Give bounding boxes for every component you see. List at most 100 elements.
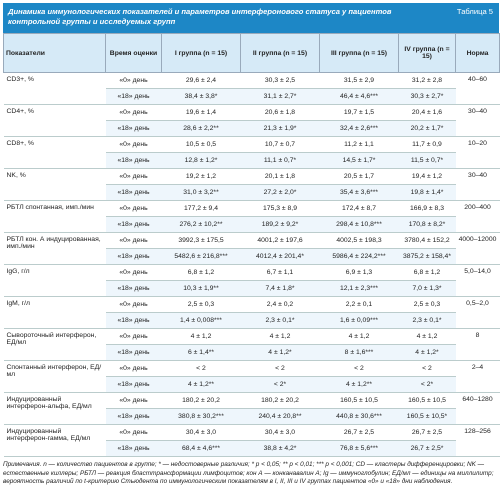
time-cell: «0» день [105,360,162,377]
value-cell: 19,2 ± 1,2 [161,168,241,185]
value-cell: 10,5 ± 0,5 [161,136,241,153]
value-cell: 4 ± 1,2 [161,328,241,345]
caption-title: Динамика иммунологических показателей и … [8,7,392,26]
value-cell: 30,3 ± 2,7* [398,88,456,105]
table-row: РБТЛ кон. А индуцированная, имп./мин «0» … [3,232,500,265]
value-cell: 28,6 ± 2,2** [161,120,241,137]
value-cell: 298,4 ± 10,8*** [319,216,399,233]
table-row: CD4+, % «0» день 19,6 ± 1,4 20,6 ± 1,8 19,7 … [3,104,500,137]
value-cell: < 2 [398,360,456,377]
table-row: Спонтанный интерферон, ЕД/мл «0» день < 2 <… [3,360,500,393]
value-cell: 35,4 ± 3,6*** [319,184,399,201]
indicator-cell: РБТЛ спонтанная, имп./мин [3,200,106,233]
norm-cell: 0,5–2,0 [455,296,500,329]
time-cell: «18» день [105,376,162,393]
table-row: «18» день 38,4 ± 3,8* 31,1 ± 2,7* 46,4 ± 4,… [4,88,500,105]
value-cell: 276,2 ± 10,2** [161,216,241,233]
norm-cell: 5,0–14,0 [455,264,500,297]
indicator-cell: CD4+, % [3,104,106,137]
value-cell: 5986,4 ± 224,2*** [319,248,399,265]
value-cell: 3780,4 ± 152,2 [398,232,456,249]
table-row: IgG, г/л «0» день 6,8 ± 1,2 6,7 ± 1,1 6,9 ± … [3,264,500,297]
time-cell: «18» день [105,312,162,329]
value-cell: 180,2 ± 20,2 [240,392,320,409]
time-cell: «18» день [105,280,162,297]
value-cell: 14,5 ± 1,7* [319,152,399,169]
norm-cell: 128–256 [455,424,500,457]
value-cell: 1,4 ± 0,008*** [161,312,241,329]
value-cell: 30,4 ± 3,0 [240,424,320,441]
page: Динамика иммунологических показателей и … [0,3,502,498]
time-cell: «18» день [105,152,162,169]
value-cell: 1,6 ± 0,09*** [319,312,399,329]
indicator-cell: Сывороточный интерферон, ЕД/мл [3,328,106,361]
norm-cell: 2–4 [455,360,500,393]
table-row: «18» день 4 ± 1,2** < 2* 4 ± 1,2** < 2* [4,376,500,393]
time-cell: «0» день [105,136,162,153]
value-cell: < 2 [240,360,320,377]
value-cell: 31,1 ± 2,7* [240,88,320,105]
time-cell: «0» день [105,328,162,345]
value-cell: < 2* [240,376,320,393]
value-cell: 180,2 ± 20,2 [161,392,241,409]
value-cell: 31,5 ± 2,9 [319,72,399,89]
norm-cell: 200–400 [455,200,500,233]
value-cell: 6,8 ± 1,2 [161,264,241,281]
time-cell: «18» день [105,88,162,105]
value-cell: 11,1 ± 0,7* [240,152,320,169]
time-cell: «18» день [105,440,162,457]
time-cell: «0» день [105,104,162,121]
header-cell: I группа (n = 15) [161,33,241,73]
time-cell: «18» день [105,248,162,265]
indicator-cell: CD8+, % [3,136,106,169]
value-cell: 26,7 ± 2,5* [398,440,456,457]
table-row: CD8+, % «0» день 10,5 ± 0,5 10,7 ± 0,7 11,2 … [3,136,500,169]
header-cell: II группа (n = 15) [240,33,320,73]
value-cell: 175,3 ± 8,9 [240,200,320,217]
value-cell: 6,8 ± 1,2 [398,264,456,281]
time-cell: «18» день [105,344,162,361]
indicator-cell: CD3+, % [3,72,106,105]
value-cell: 10,3 ± 1,9** [161,280,241,297]
value-cell: 30,4 ± 3,0 [161,424,241,441]
value-cell: 6,9 ± 1,3 [319,264,399,281]
norm-cell: 40–60 [455,72,500,105]
time-cell: «0» день [105,232,162,249]
header-cell: Время оценки [105,33,162,73]
value-cell: 7,4 ± 1,8* [240,280,320,297]
table-row: «18» день 6 ± 1,4** 4 ± 1,2* 8 ± 1,6*** 4 ± … [4,344,500,361]
norm-cell: 10–20 [455,136,500,169]
indicator-cell: IgG, г/л [3,264,106,297]
table-row: Индуцированный интерферон-альфа, ЕД/мл «0… [3,392,500,425]
caption: Динамика иммунологических показателей и … [3,3,499,33]
indicator-cell: РБТЛ кон. А индуцированная, имп./мин [3,232,106,265]
value-cell: 2,3 ± 0,1* [398,312,456,329]
table-row: «18» день 276,2 ± 10,2** 189,2 ± 9,2* 298,4… [4,216,500,233]
value-cell: 4 ± 1,2 [319,328,399,345]
indicator-cell: IgM, г/л [3,296,106,329]
table-row: РБТЛ спонтанная, имп./мин «0» день 177,2 ±… [3,200,500,233]
value-cell: 26,7 ± 2,5 [319,424,399,441]
value-cell: 170,8 ± 8,2* [398,216,456,233]
norm-cell: 8 [455,328,500,361]
value-cell: 4012,4 ± 201,4* [240,248,320,265]
value-cell: 32,4 ± 2,6*** [319,120,399,137]
time-cell: «0» день [105,392,162,409]
value-cell: 20,2 ± 1,7* [398,120,456,137]
indicator-cell: NK, % [3,168,106,201]
table-row: «18» день 28,6 ± 2,2** 21,3 ± 1,9* 32,4 ± 2… [4,120,500,137]
value-cell: 30,3 ± 2,5 [240,72,320,89]
value-cell: 12,1 ± 2,3*** [319,280,399,297]
value-cell: 20,1 ± 1,8 [240,168,320,185]
value-cell: 172,4 ± 8,7 [319,200,399,217]
value-cell: 166,9 ± 8,3 [398,200,456,217]
value-cell: 20,4 ± 1,6 [398,104,456,121]
table-row: CD3+, % «0» день 29,6 ± 2,4 30,3 ± 2,5 31,5 … [3,72,500,105]
value-cell: 19,8 ± 1,4* [398,184,456,201]
time-cell: «0» день [105,168,162,185]
value-cell: 46,4 ± 4,6*** [319,88,399,105]
value-cell: 11,5 ± 0,7* [398,152,456,169]
value-cell: 440,8 ± 30,6*** [319,408,399,425]
time-cell: «0» день [105,296,162,313]
value-cell: 19,6 ± 1,4 [161,104,241,121]
